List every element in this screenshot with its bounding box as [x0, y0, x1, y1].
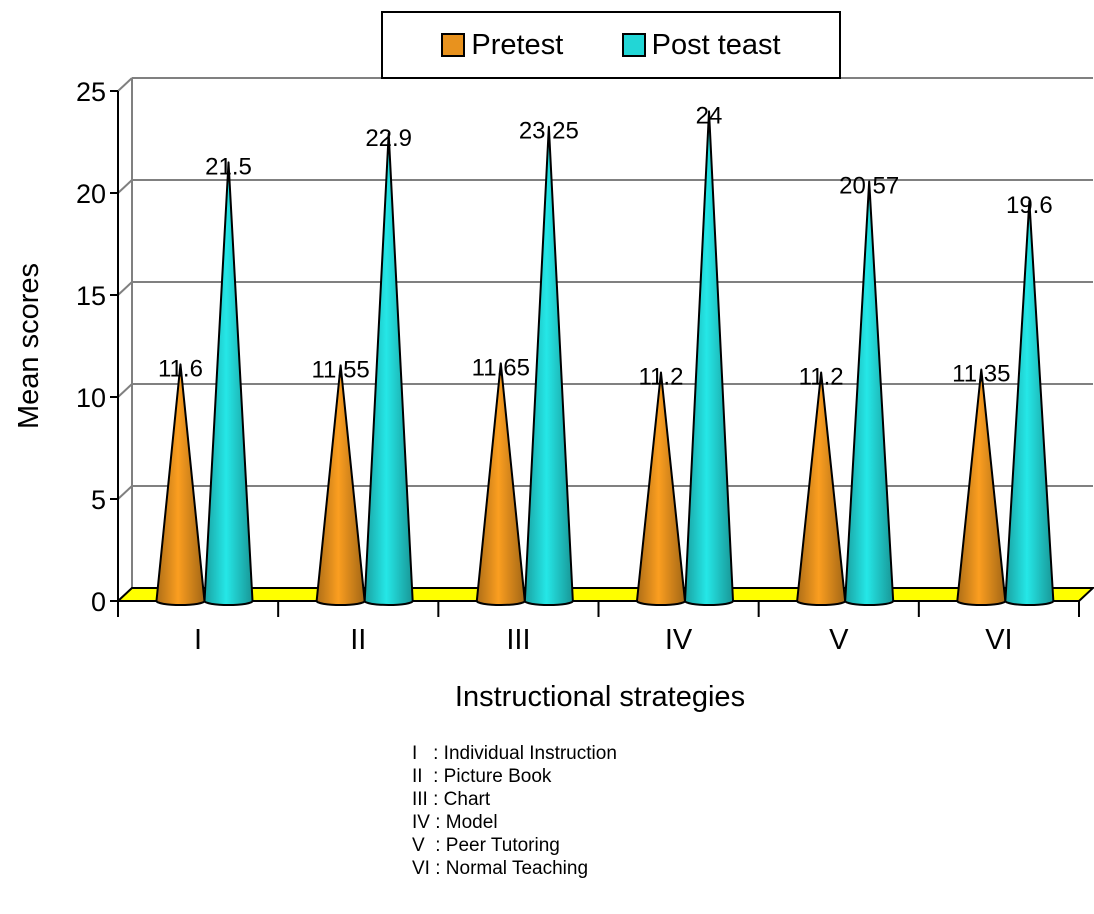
legend-label-posttest: Post teast: [651, 28, 781, 61]
data-label: 11.6: [158, 355, 203, 382]
key-item: I : Individual Instruction: [412, 743, 617, 764]
key-item: II : Picture Book: [412, 766, 552, 787]
x-tick-label: V: [829, 624, 849, 656]
data-label: 22.9: [365, 125, 412, 152]
x-tick-label: III: [506, 624, 530, 656]
data-label: 11.2: [638, 364, 683, 391]
y-tick-label: 15: [76, 281, 106, 311]
chart-floor: [115, 587, 1094, 602]
cone-posttest: [1004, 200, 1055, 606]
cone-posttest: [684, 110, 735, 606]
cone-pretest: [155, 363, 206, 606]
y-tick-label: 5: [91, 485, 106, 515]
y-tick-label: 10: [76, 383, 106, 413]
gridline-side: [117, 383, 133, 398]
y-tick-label: 20: [76, 179, 106, 209]
y-tick-label: 25: [76, 77, 106, 107]
cone-pretest: [796, 371, 847, 606]
legend: Pretest Post teast: [381, 11, 841, 79]
legend-swatch-posttest: [621, 33, 646, 57]
data-label: 20.57: [839, 172, 899, 199]
y-axis-title: Mean scores: [13, 263, 45, 429]
x-tick-label: IV: [665, 624, 693, 656]
cone-pretest: [475, 362, 526, 606]
legend-label-pretest: Pretest: [471, 28, 564, 61]
data-label: 24: [696, 102, 723, 129]
strategy-key: I : Individual Instruction II : Picture …: [412, 742, 617, 880]
data-label: 11.55: [311, 356, 369, 383]
key-item: III : Chart: [412, 789, 491, 810]
cone-posttest: [203, 161, 254, 606]
key-item: V : Peer Tutoring: [412, 835, 560, 856]
cone-posttest: [844, 180, 895, 606]
key-item: VI : Normal Teaching: [412, 858, 589, 879]
cone-pretest: [956, 368, 1007, 606]
gridline-side: [117, 281, 133, 296]
x-tick-label: I: [194, 624, 202, 656]
legend-swatch-pretest: [441, 33, 466, 57]
gridline-side: [117, 77, 133, 92]
data-label: 11.2: [799, 364, 844, 391]
cone-posttest: [363, 132, 414, 606]
key-item: IV : Model: [412, 812, 498, 833]
data-label: 11.35: [952, 360, 1010, 387]
gridline-side: [117, 485, 133, 500]
data-label: 23.25: [519, 118, 579, 145]
data-label: 19.6: [1006, 192, 1053, 219]
legend-entry-posttest: Post teast: [621, 28, 781, 62]
data-label: 21.5: [205, 153, 252, 180]
x-axis-title: Instructional strategies: [455, 681, 745, 713]
x-tick-label: II: [350, 624, 366, 656]
data-label: 11.65: [472, 354, 530, 381]
cone-pretest: [635, 371, 686, 606]
gridline-side: [117, 179, 133, 194]
x-tick-label: VI: [985, 624, 1012, 656]
cone-posttest: [523, 125, 574, 606]
y-tick-label: 0: [91, 587, 106, 617]
legend-entry-pretest: Pretest: [441, 29, 563, 62]
